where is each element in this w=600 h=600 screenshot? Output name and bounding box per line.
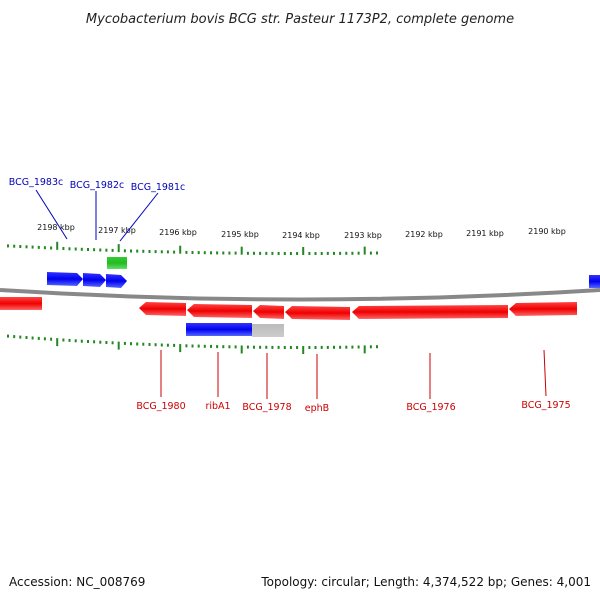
reverse-strand-track [0, 297, 577, 337]
tick-label: 2194 kbp [282, 231, 320, 240]
tick-label: 2192 kbp [405, 230, 443, 239]
tick-label: 2196 kbp [159, 228, 197, 237]
forward-gene-inner[interactable] [186, 323, 252, 336]
gene-label-BCG_1975[interactable]: BCG_1975 [521, 400, 570, 411]
gene-label-BCG_1982c[interactable]: BCG_1982c [70, 180, 125, 191]
gene-label-BCG_1980[interactable]: BCG_1980 [136, 401, 185, 412]
map-title: Mycobacterium bovis BCG str. Pasteur 117… [86, 12, 514, 27]
forward-gene-labels: BCG_1983c BCG_1982c BCG_1981c [9, 177, 186, 242]
leader-line [35, 189, 68, 240]
gene-arrow-offscreen-right[interactable] [589, 275, 600, 288]
gene-label-ephB[interactable]: ephB [305, 403, 329, 414]
genome-backbone [0, 288, 600, 302]
gene-arrow-BCG_1982c[interactable] [83, 273, 106, 287]
scale-tick-labels: 2198 kbp 2197 kbp 2196 kbp 2195 kbp 2194… [37, 223, 566, 240]
gene-arrow-ephB[interactable] [285, 306, 350, 320]
forward-strand-track [47, 257, 600, 288]
gene-arrow-ribA1[interactable] [187, 304, 252, 318]
rna-gene-feature[interactable] [107, 257, 127, 269]
tick-label: 2198 kbp [37, 223, 75, 232]
gene-arrow-BCG_1980[interactable] [139, 302, 186, 316]
gene-label-BCG_1981c[interactable]: BCG_1981c [131, 182, 186, 193]
scale-ticks-inner [7, 334, 378, 354]
gene-arrow-BCG_1981c[interactable] [106, 274, 127, 288]
gene-arrow-BCG_1978[interactable] [253, 305, 284, 319]
tick-label: 2197 kbp [98, 226, 136, 235]
pseudo-gene-feature[interactable] [252, 324, 284, 337]
reverse-gene-labels: BCG_1980 ribA1 BCG_1978 ephB BCG_1976 BC… [136, 349, 571, 414]
gene-arrow-offscreen-left[interactable] [0, 297, 42, 310]
gene-label-BCG_1978[interactable]: BCG_1978 [242, 402, 291, 413]
tick-label: 2191 kbp [466, 229, 504, 238]
gene-arrow-BCG_1983c[interactable] [47, 272, 83, 286]
tick-label: 2195 kbp [221, 230, 259, 239]
accession-text: Accession: NC_008769 [9, 575, 145, 589]
gene-label-ribA1[interactable]: ribA1 [205, 401, 230, 412]
tick-label: 2190 kbp [528, 227, 566, 236]
genome-summary-text: Topology: circular; Length: 4,374,522 bp… [260, 575, 591, 589]
gene-arrow-BCG_1976[interactable] [352, 305, 508, 319]
leader-line [543, 349, 547, 397]
tick-label: 2193 kbp [344, 231, 382, 240]
gene-arrow-BCG_1975[interactable] [509, 302, 577, 316]
scale-ticks-outer [7, 241, 378, 255]
gene-label-BCG_1976[interactable]: BCG_1976 [406, 402, 455, 413]
leader-line [119, 192, 159, 242]
gene-label-BCG_1983c[interactable]: BCG_1983c [9, 177, 64, 188]
